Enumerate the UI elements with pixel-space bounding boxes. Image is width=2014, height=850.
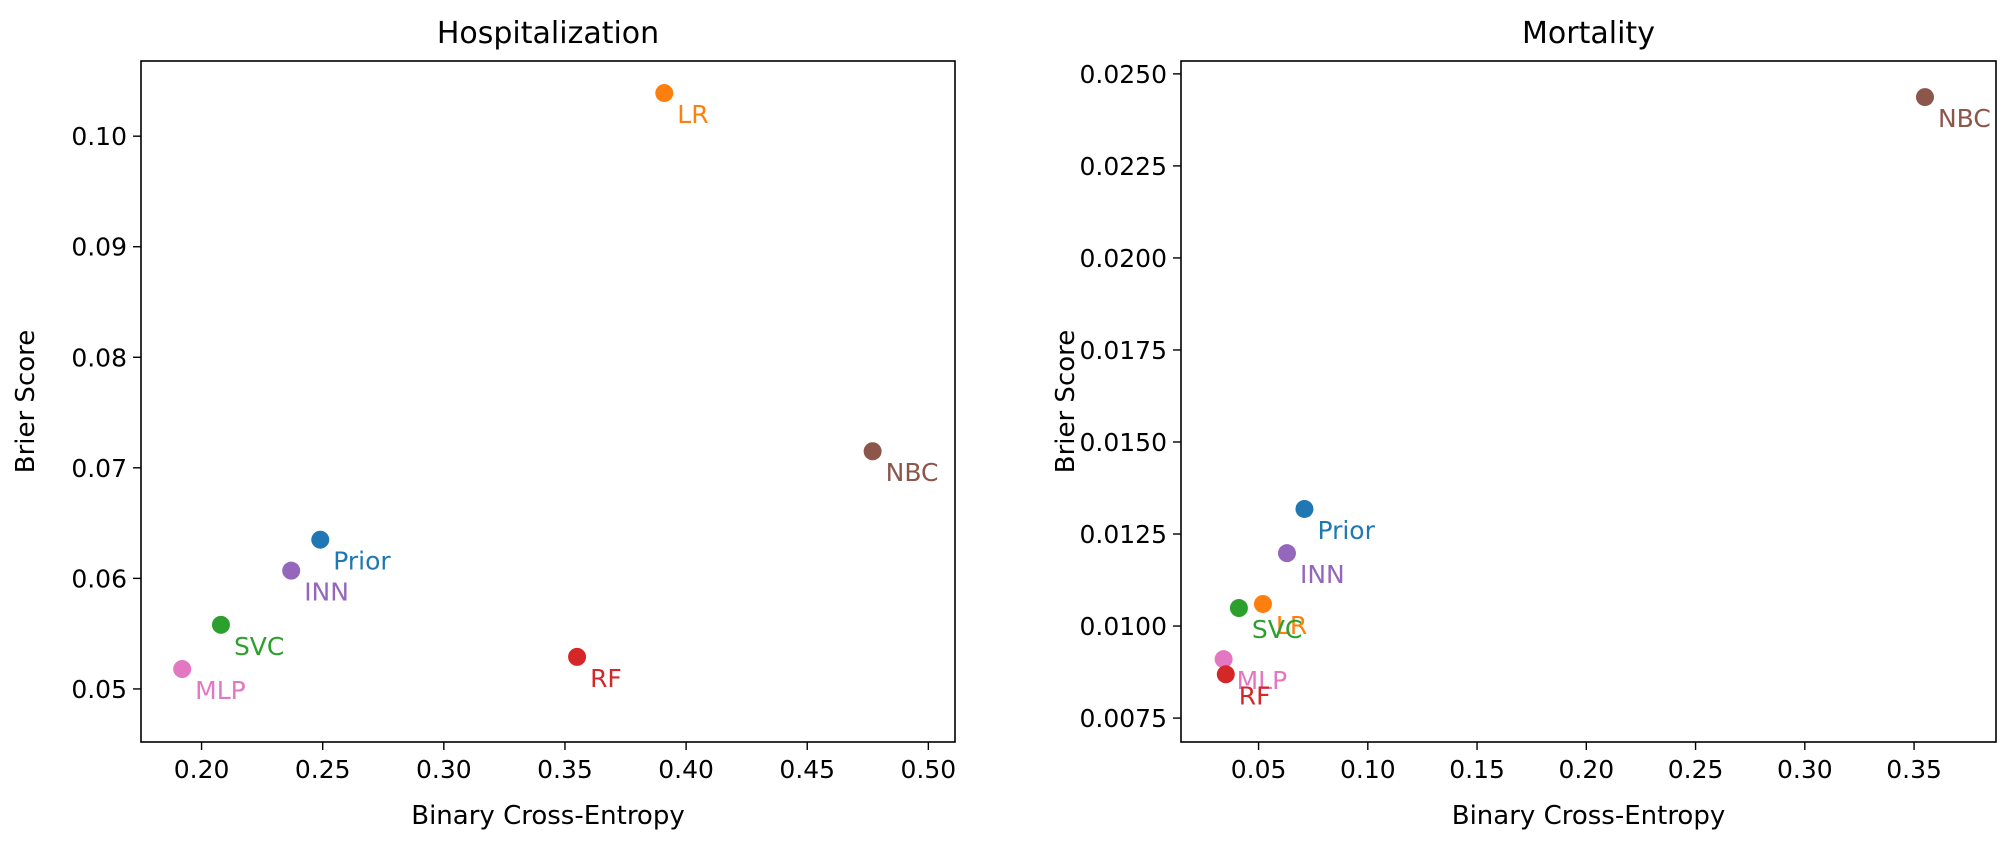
- data-point-mlp: [1214, 650, 1233, 669]
- y-tick-label: 0.09: [71, 233, 127, 262]
- point-label-svc: SVC: [1252, 615, 1302, 644]
- point-label-mlp: MLP: [1237, 666, 1288, 695]
- x-tick-label: 0.40: [658, 755, 714, 784]
- x-tick-label: 0.30: [416, 755, 472, 784]
- point-label-mlp: MLP: [195, 676, 246, 705]
- y-tick-label: 0.0200: [1080, 244, 1167, 273]
- y-tick-label: 0.0150: [1080, 428, 1167, 457]
- data-point-svc: [1229, 599, 1248, 618]
- x-tick-label: 0.25: [1668, 755, 1724, 784]
- data-point-lr: [1253, 594, 1272, 613]
- point-label-lr: LR: [1276, 611, 1307, 640]
- axes-frame: [140, 60, 956, 743]
- point-label-nbc: NBC: [1938, 104, 1991, 133]
- y-tick-label: 0.08: [71, 343, 127, 372]
- chart-title: Hospitalization: [437, 16, 659, 51]
- chart-panel-mortality: Mortality 0.05 0.10 0.15 0.20 0.25 0.30 0.35 0.0…: [1051, 16, 1997, 831]
- x-tick-label: 0.45: [779, 755, 835, 784]
- x-tick-label: 0.15: [1449, 755, 1505, 784]
- data-point-lr: [655, 84, 674, 103]
- x-tick-label: 0.50: [901, 755, 957, 784]
- x-tick-label: 0.35: [537, 755, 593, 784]
- data-point-inn: [282, 561, 301, 580]
- point-label-prior: Prior: [333, 547, 391, 576]
- point-label-svc: SVC: [234, 632, 284, 661]
- point-label-prior: Prior: [1317, 516, 1375, 545]
- x-tick-label: 0.25: [295, 755, 351, 784]
- y-tick-label: 0.07: [71, 454, 127, 483]
- chart-panel-hospitalization: Hospitalization 0.20 0.25 0.30 0.35 0.40 0.45 0…: [11, 16, 956, 831]
- x-tick-label: 0.20: [174, 755, 230, 784]
- point-label-nbc: NBC: [886, 458, 939, 487]
- x-tick-label: 0.30: [1777, 755, 1833, 784]
- data-point-nbc: [1915, 88, 1934, 107]
- point-label-rf: RF: [590, 664, 622, 693]
- x-tick-label: 0.35: [1886, 755, 1942, 784]
- data-point-mlp: [173, 660, 192, 679]
- data-point-nbc: [863, 442, 882, 461]
- point-label-inn: INN: [1300, 560, 1345, 589]
- y-tick-label: 0.0125: [1080, 520, 1167, 549]
- data-point-rf: [568, 647, 587, 666]
- data-point-prior: [311, 530, 330, 549]
- x-tick-label: 0.05: [1231, 755, 1287, 784]
- data-point-inn: [1277, 544, 1296, 563]
- x-tick-label: 0.10: [1340, 755, 1396, 784]
- y-tick-label: 0.0225: [1080, 152, 1167, 181]
- y-tick-label: 0.0100: [1080, 612, 1167, 641]
- y-tick-label: 0.05: [71, 675, 127, 704]
- x-axis-label: Binary Cross-Entropy: [1452, 801, 1725, 831]
- x-axis-label: Binary Cross-Entropy: [411, 801, 684, 831]
- y-tick-label: 0.0250: [1080, 60, 1167, 89]
- point-label-inn: INN: [304, 578, 349, 607]
- data-point-rf: [1216, 665, 1235, 684]
- data-point-svc: [211, 615, 230, 634]
- point-label-lr: LR: [677, 100, 708, 129]
- chart-title: Mortality: [1522, 16, 1655, 51]
- y-tick-label: 0.0175: [1080, 336, 1167, 365]
- y-axis-label: Brier Score: [11, 330, 41, 474]
- point-label-rf: RF: [1239, 681, 1271, 710]
- y-tick-label: 0.10: [71, 122, 127, 151]
- x-tick-label: 0.20: [1558, 755, 1614, 784]
- y-tick-label: 0.06: [71, 564, 127, 593]
- data-point-prior: [1295, 499, 1314, 518]
- axes-frame: [1180, 60, 1997, 743]
- y-tick-label: 0.0075: [1080, 704, 1167, 733]
- y-axis-label: Brier Score: [1051, 330, 1081, 474]
